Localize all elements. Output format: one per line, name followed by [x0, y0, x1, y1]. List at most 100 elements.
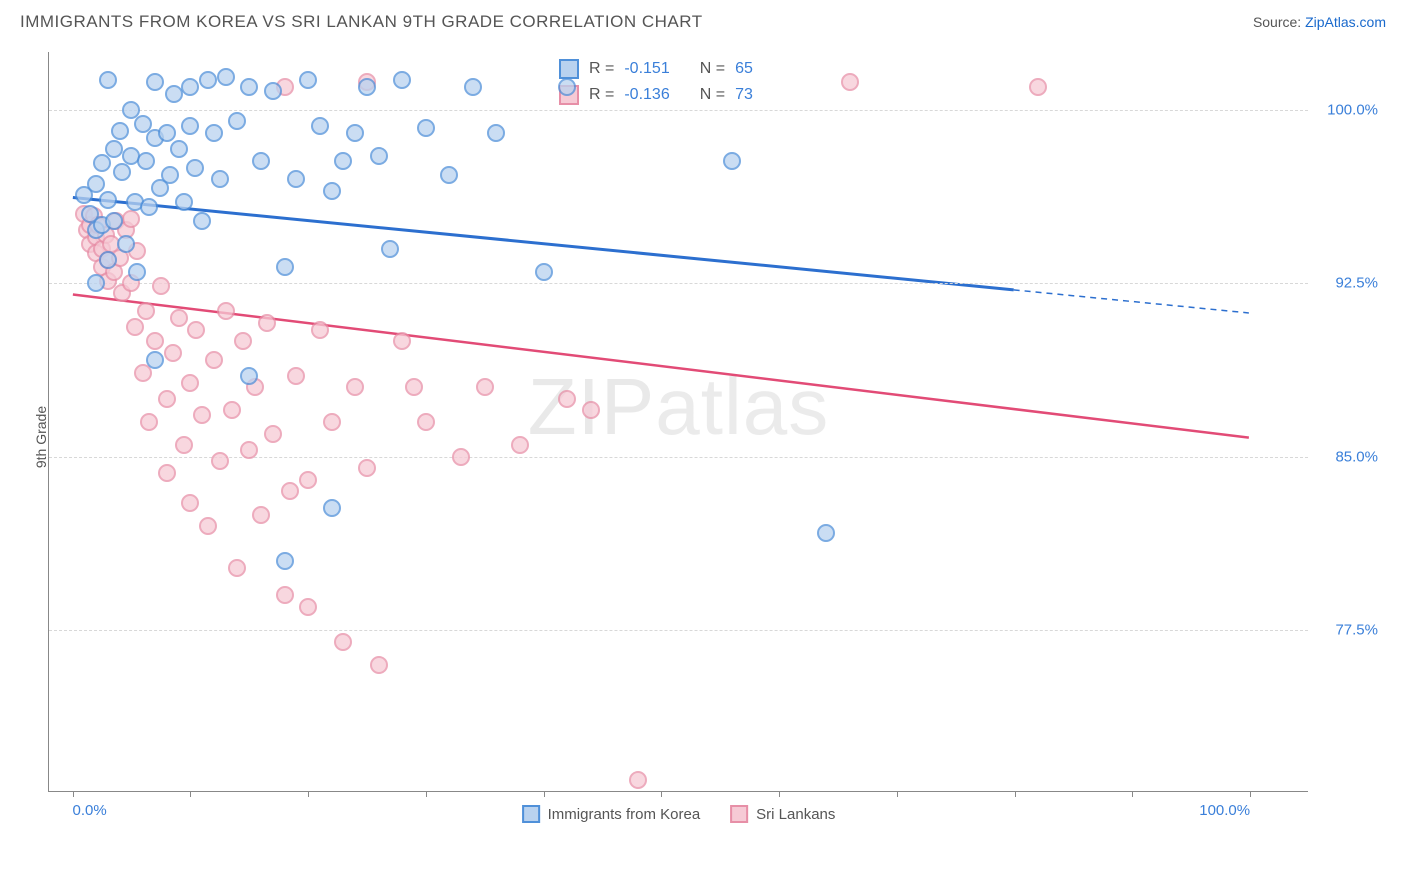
x-tick — [426, 791, 427, 797]
data-point-srilanka — [205, 351, 223, 369]
data-point-korea — [323, 499, 341, 517]
gridline-h — [49, 457, 1308, 458]
data-point-korea — [464, 78, 482, 96]
x-tick — [73, 791, 74, 797]
data-point-korea — [87, 175, 105, 193]
data-point-korea — [113, 163, 131, 181]
x-tick — [308, 791, 309, 797]
data-point-srilanka — [511, 436, 529, 454]
data-point-korea — [358, 78, 376, 96]
legend-series-item: Sri Lankans — [730, 805, 835, 823]
data-point-korea — [137, 152, 155, 170]
data-point-srilanka — [211, 452, 229, 470]
data-point-srilanka — [452, 448, 470, 466]
data-point-srilanka — [299, 598, 317, 616]
gridline-h — [49, 283, 1308, 284]
x-tick — [190, 791, 191, 797]
data-point-srilanka — [170, 309, 188, 327]
data-point-srilanka — [181, 374, 199, 392]
data-point-korea — [393, 71, 411, 89]
y-tick-label: 92.5% — [1335, 275, 1378, 292]
data-point-korea — [370, 147, 388, 165]
data-point-korea — [140, 198, 158, 216]
data-point-korea — [161, 166, 179, 184]
legend-n-value: 73 — [735, 86, 753, 104]
data-point-srilanka — [841, 73, 859, 91]
legend-series: Immigrants from Korea Sri Lankans — [522, 805, 836, 823]
data-point-korea — [87, 274, 105, 292]
data-point-korea — [535, 263, 553, 281]
plot-area: ZIPatlas R =-0.151N =65R =-0.136N =73 Im… — [48, 52, 1308, 792]
data-point-korea — [240, 367, 258, 385]
data-point-srilanka — [223, 401, 241, 419]
data-point-korea — [205, 124, 223, 142]
data-point-srilanka — [281, 482, 299, 500]
data-point-korea — [181, 117, 199, 135]
legend-swatch — [522, 805, 540, 823]
data-point-srilanka — [582, 401, 600, 419]
source-link[interactable]: ZipAtlas.com — [1305, 14, 1386, 30]
scatter-chart: 9th Grade ZIPatlas R =-0.151N =65R =-0.1… — [48, 52, 1378, 822]
data-point-srilanka — [264, 425, 282, 443]
data-point-korea — [158, 124, 176, 142]
source-attribution: Source: ZipAtlas.com — [1253, 14, 1386, 30]
data-point-srilanka — [358, 459, 376, 477]
data-point-srilanka — [1029, 78, 1047, 96]
legend-r-value: -0.136 — [624, 86, 669, 104]
x-tick — [1015, 791, 1016, 797]
data-point-srilanka — [393, 332, 411, 350]
data-point-srilanka — [228, 559, 246, 577]
data-point-korea — [217, 68, 235, 86]
legend-series-item: Immigrants from Korea — [522, 805, 701, 823]
data-point-korea — [175, 193, 193, 211]
data-point-korea — [723, 152, 741, 170]
data-point-korea — [211, 170, 229, 188]
data-point-srilanka — [405, 378, 423, 396]
data-point-korea — [105, 212, 123, 230]
data-point-korea — [186, 159, 204, 177]
data-point-srilanka — [158, 464, 176, 482]
data-point-korea — [264, 82, 282, 100]
data-point-korea — [276, 258, 294, 276]
data-point-srilanka — [417, 413, 435, 431]
data-point-korea — [817, 524, 835, 542]
data-point-srilanka — [140, 413, 158, 431]
legend-r-label: R = — [589, 60, 614, 78]
data-point-srilanka — [175, 436, 193, 454]
y-tick-label: 100.0% — [1327, 101, 1378, 118]
x-tick-label: 100.0% — [1199, 802, 1250, 819]
data-point-korea — [105, 140, 123, 158]
data-point-korea — [99, 191, 117, 209]
data-point-srilanka — [346, 378, 364, 396]
x-tick-label: 0.0% — [73, 802, 107, 819]
x-tick — [897, 791, 898, 797]
data-point-srilanka — [276, 586, 294, 604]
data-point-korea — [170, 140, 188, 158]
data-point-srilanka — [240, 441, 258, 459]
data-point-korea — [117, 235, 135, 253]
legend-swatch — [559, 59, 579, 79]
data-point-korea — [252, 152, 270, 170]
data-point-srilanka — [234, 332, 252, 350]
data-point-srilanka — [164, 344, 182, 362]
data-point-korea — [417, 119, 435, 137]
data-point-srilanka — [629, 771, 647, 789]
x-tick — [779, 791, 780, 797]
data-point-srilanka — [122, 210, 140, 228]
data-point-korea — [558, 78, 576, 96]
data-point-korea — [440, 166, 458, 184]
data-point-korea — [99, 251, 117, 269]
x-tick — [661, 791, 662, 797]
data-point-korea — [128, 263, 146, 281]
legend-correlation-row: R =-0.136N =73 — [559, 82, 753, 108]
watermark-thin: atlas — [655, 362, 829, 451]
trendlines-svg — [49, 52, 1308, 791]
data-point-srilanka — [476, 378, 494, 396]
data-point-korea — [146, 351, 164, 369]
data-point-srilanka — [152, 277, 170, 295]
source-label: Source: — [1253, 14, 1301, 30]
data-point-korea — [346, 124, 364, 142]
data-point-srilanka — [287, 367, 305, 385]
y-axis-label: 9th Grade — [33, 406, 49, 468]
data-point-korea — [381, 240, 399, 258]
